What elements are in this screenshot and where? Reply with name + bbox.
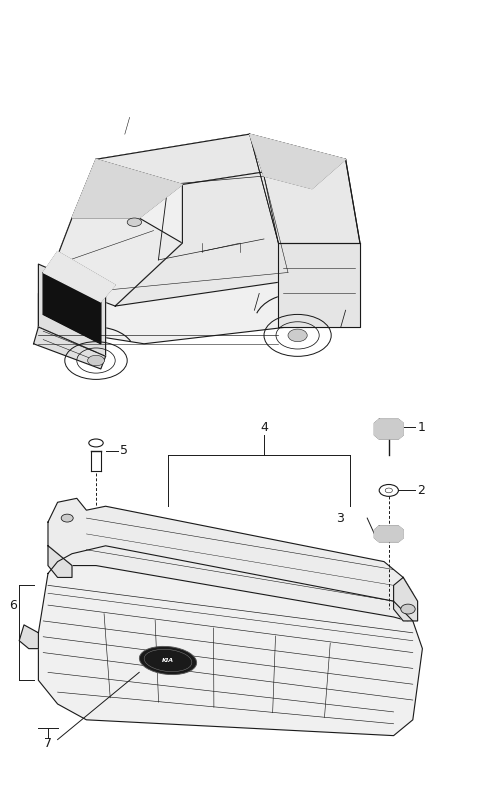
Polygon shape — [278, 243, 360, 327]
Polygon shape — [374, 526, 403, 542]
Polygon shape — [43, 252, 115, 302]
Ellipse shape — [401, 604, 415, 614]
Polygon shape — [96, 134, 346, 184]
Ellipse shape — [127, 218, 142, 226]
Polygon shape — [48, 218, 182, 306]
Polygon shape — [250, 134, 346, 188]
Polygon shape — [38, 546, 422, 736]
Polygon shape — [34, 327, 106, 369]
Ellipse shape — [288, 329, 307, 342]
Polygon shape — [43, 272, 101, 344]
Polygon shape — [38, 264, 106, 356]
Text: KIA: KIA — [162, 658, 174, 663]
Polygon shape — [48, 498, 418, 621]
Text: 6: 6 — [10, 599, 17, 611]
Ellipse shape — [139, 646, 197, 675]
Polygon shape — [48, 546, 72, 577]
Polygon shape — [19, 625, 38, 649]
Polygon shape — [394, 577, 418, 621]
Text: 3: 3 — [336, 512, 344, 524]
Ellipse shape — [87, 355, 105, 365]
Text: 4: 4 — [260, 421, 268, 433]
Ellipse shape — [61, 514, 73, 522]
Text: 5: 5 — [120, 445, 128, 457]
Polygon shape — [38, 134, 288, 344]
Text: 7: 7 — [44, 737, 52, 750]
Text: 2: 2 — [418, 484, 425, 497]
Polygon shape — [115, 159, 360, 306]
Text: 1: 1 — [418, 421, 425, 433]
Polygon shape — [374, 419, 403, 439]
Polygon shape — [72, 159, 182, 218]
